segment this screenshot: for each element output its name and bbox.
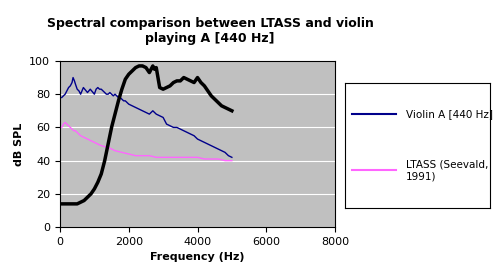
Text: LTASS (Seevald,
1991): LTASS (Seevald, 1991)	[406, 160, 488, 181]
Text: Violin A [440 Hz]: Violin A [440 Hz]	[406, 109, 493, 119]
X-axis label: Frequency (Hz): Frequency (Hz)	[150, 252, 245, 262]
Text: Spectral comparison between LTASS and violin
playing A [440 Hz]: Spectral comparison between LTASS and vi…	[46, 17, 374, 45]
Y-axis label: dB SPL: dB SPL	[14, 122, 24, 166]
